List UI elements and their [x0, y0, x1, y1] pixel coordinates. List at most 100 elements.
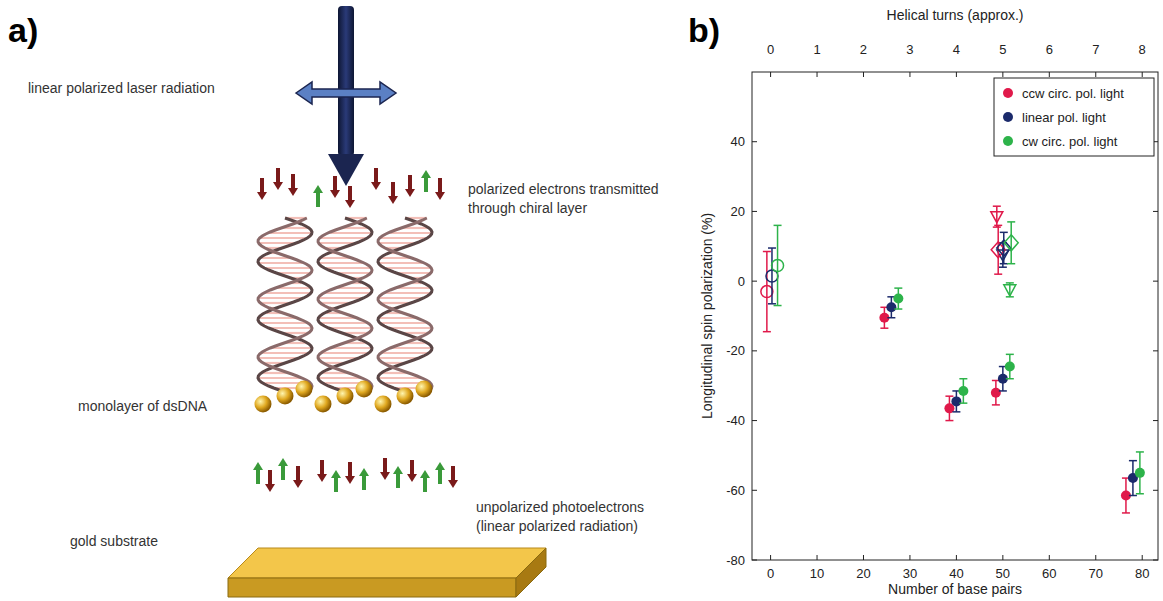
base-pair [318, 377, 362, 379]
x-tick-label: 80 [1135, 566, 1149, 581]
x-tick-label: 70 [1089, 566, 1103, 581]
y-tick [752, 141, 757, 142]
base-pair [384, 292, 431, 294]
chart: 01020304050607080012345678-80-60-40-2002… [699, 7, 1158, 597]
x2-tick-label: 0 [767, 42, 774, 57]
base-pair [384, 267, 431, 269]
legend-label: cw circ. pol. light [1022, 134, 1118, 149]
laser-beam [338, 6, 354, 156]
plot-frame [752, 72, 1158, 560]
error-cap [894, 287, 902, 289]
error-cap [1007, 263, 1015, 265]
y-tick [1153, 350, 1158, 351]
diagram-label: linear polarized laser radiation [28, 80, 215, 96]
legend-marker [1003, 136, 1013, 146]
point [886, 302, 896, 312]
panel-label: b) [688, 11, 720, 49]
error-cap [994, 225, 1002, 227]
legend-marker [1003, 112, 1013, 122]
error-cap [993, 205, 1001, 207]
figure: a)b)linear polarized laser radiationpola… [0, 0, 1163, 601]
y-tick [1153, 281, 1158, 282]
spin-up-arrow [420, 470, 430, 492]
base-pair [269, 327, 312, 329]
base-pair [318, 262, 364, 264]
substrate-top [228, 548, 546, 578]
error-cap [999, 266, 1007, 268]
arrow-head [405, 189, 415, 197]
x2-axis-title: Helical turns (approx.) [887, 7, 1024, 23]
error-bar [1000, 232, 1008, 263]
arrow-shaft [348, 462, 352, 477]
error-cap [1006, 354, 1014, 356]
base-pair [380, 237, 428, 239]
dna-helix [255, 218, 313, 413]
y-tick-label: 40 [731, 134, 745, 149]
diagram-label: gold substrate [70, 533, 158, 549]
x2-tick-label: 7 [1092, 42, 1099, 57]
spin-down-arrow [273, 168, 283, 190]
point [991, 212, 1003, 223]
x-tick-label: 60 [1042, 566, 1056, 581]
point [1004, 235, 1018, 251]
arrow-head [388, 196, 398, 204]
error-cap [763, 251, 771, 253]
spin-down-arrow [435, 178, 445, 200]
base-pair [264, 267, 311, 269]
error-cap [1000, 263, 1008, 265]
x-tick [956, 555, 957, 560]
x-tick [909, 555, 910, 560]
arrow-head [420, 470, 430, 478]
base-pair [378, 262, 424, 264]
y-tick [1153, 490, 1158, 491]
base-pair [258, 297, 303, 299]
marks [761, 206, 1145, 513]
base-pair [321, 352, 369, 354]
error-cap [894, 308, 902, 310]
base-pair [330, 347, 372, 349]
error-bar [992, 380, 1000, 404]
spin-down-arrow [388, 182, 398, 204]
panel-label: a) [8, 11, 38, 49]
spin-down-arrow [288, 174, 298, 196]
error-cap [993, 226, 1001, 228]
x2-tick [1142, 72, 1143, 77]
base-pair [261, 352, 309, 354]
arrow-head [330, 190, 340, 198]
spin-up-arrow [331, 470, 341, 492]
arrow-shaft [451, 466, 455, 481]
y-axis-title: Longitudinal spin polarization (%) [699, 213, 715, 419]
error-cap [763, 331, 771, 333]
point [951, 396, 961, 406]
error-cap [945, 420, 953, 422]
x-tick-label: 20 [856, 566, 870, 581]
spin-down-arrow [380, 458, 390, 480]
y-tick-label: -40 [726, 413, 745, 428]
y-tick [1153, 420, 1158, 421]
y-tick-label: 20 [731, 204, 745, 219]
arrow-shaft [391, 182, 395, 197]
base-pair [258, 262, 304, 264]
arrow-head [435, 192, 445, 200]
spin-up-arrow [278, 458, 288, 480]
error-bar [952, 391, 960, 412]
x2-tick [817, 72, 818, 77]
series [761, 252, 773, 332]
series [1004, 222, 1018, 264]
x-tick [863, 555, 864, 560]
base-pair [260, 322, 308, 324]
base-pair [260, 237, 308, 239]
arrow-shaft [333, 176, 337, 191]
x-axis-title: Number of base pairs [888, 581, 1022, 597]
error-bar [880, 307, 888, 328]
series [886, 297, 1138, 496]
error-cap [999, 390, 1007, 392]
error-cap [952, 411, 960, 413]
x2-tick-label: 8 [1139, 42, 1146, 57]
arrow-shaft [424, 177, 428, 192]
diagram-label: monolayer of dsDNA [78, 398, 208, 414]
arrow-shaft [268, 470, 272, 485]
error-cap [1006, 378, 1014, 380]
gold-linker [416, 381, 433, 398]
error-cap [1129, 495, 1137, 497]
